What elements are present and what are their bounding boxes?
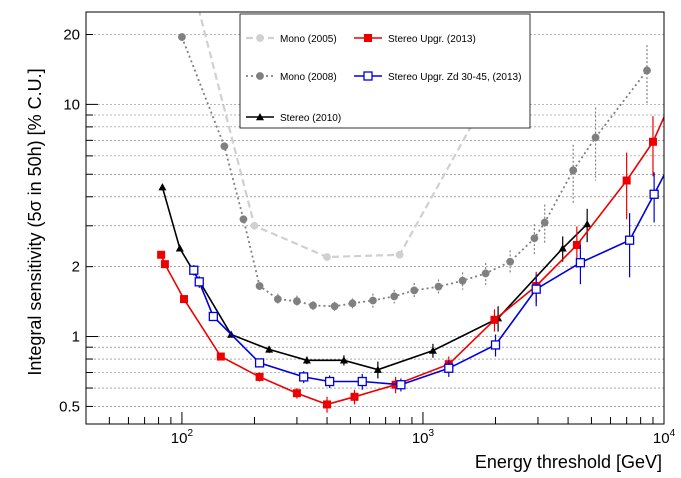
legend-marker	[256, 34, 264, 42]
data-point	[583, 220, 592, 228]
data-point	[323, 400, 332, 409]
data-point	[648, 137, 657, 146]
legend-box	[239, 13, 531, 129]
data-point	[643, 66, 651, 75]
legend-label: Mono (2005)	[280, 34, 337, 45]
data-point	[179, 295, 188, 304]
x-tick-label: 103	[412, 428, 435, 447]
y-axis-title: Integral sensitivity (5σ in 50h) [% C.U.…	[25, 68, 45, 375]
series-3	[157, 91, 678, 413]
data-point	[175, 244, 184, 252]
data-point	[540, 218, 549, 227]
series-line	[160, 115, 664, 406]
data-point	[292, 389, 301, 398]
legend-entry-3: Stereo Upgr. (2013)	[354, 34, 476, 45]
data-point	[255, 282, 264, 290]
data-point	[216, 352, 225, 361]
data-point	[444, 363, 454, 373]
data-point	[239, 215, 248, 224]
y-tick-label: 20	[63, 26, 80, 43]
series-2	[158, 183, 592, 379]
data-point	[189, 265, 199, 275]
y-tick-label: 10	[63, 96, 80, 113]
tick-labels: 0.5 1 2 10 20 102 103 104	[59, 26, 675, 447]
data-point	[490, 315, 499, 324]
data-point	[309, 301, 317, 310]
data-point	[575, 258, 586, 268]
data-point	[434, 282, 443, 291]
data-point	[302, 356, 311, 364]
data-point	[157, 250, 166, 259]
data-point	[160, 260, 169, 269]
data-point	[330, 302, 339, 311]
data-point	[458, 276, 467, 285]
legend-label: Stereo (2010)	[280, 113, 341, 124]
data-point	[622, 176, 631, 185]
data-point	[348, 299, 357, 308]
axis-ticks	[85, 33, 665, 424]
data-point	[558, 244, 567, 252]
data-point	[220, 142, 229, 151]
data-point	[373, 365, 382, 373]
data-point	[299, 372, 309, 382]
data-point	[649, 189, 659, 199]
data-point	[530, 234, 539, 243]
data-point	[265, 345, 274, 353]
legend-entry-1: Mono (2008)	[246, 72, 337, 83]
data-point	[273, 295, 282, 303]
data-point	[572, 240, 581, 249]
legend-label: Mono (2008)	[280, 72, 337, 83]
data-point	[194, 277, 204, 287]
x-tick-label: 104	[653, 428, 676, 447]
plot-frame	[85, 11, 665, 425]
data-point	[506, 257, 515, 266]
data-point	[670, 152, 678, 160]
legend-marker	[363, 71, 373, 81]
data-point	[428, 346, 437, 354]
data-point	[390, 292, 399, 301]
data-point	[339, 356, 348, 364]
legend-marker	[364, 34, 372, 42]
legend-marker	[256, 113, 264, 121]
data-point	[569, 166, 578, 175]
y-tick-label: 2	[72, 259, 80, 276]
series-line	[161, 186, 588, 371]
data-point	[396, 380, 406, 390]
legend-marker	[256, 72, 264, 80]
data-point	[255, 372, 264, 381]
data-point	[254, 358, 265, 368]
legend-label: Stereo Upgr. Zd 30-45, (2013)	[388, 72, 521, 83]
data-point	[670, 91, 678, 99]
data-point	[208, 311, 218, 322]
legend-label: Stereo Upgr. (2013)	[388, 34, 476, 45]
series-1	[178, 33, 651, 311]
data-point	[350, 392, 359, 401]
data-point	[481, 269, 490, 278]
x-tick-label: 102	[171, 428, 194, 447]
series-4	[189, 152, 678, 392]
data-point	[591, 133, 600, 142]
data-point	[323, 253, 331, 261]
data-point	[357, 376, 367, 387]
y-tick-label: 0.5	[59, 398, 80, 415]
data-point	[395, 250, 404, 259]
y-tick-label: 1	[72, 329, 80, 346]
data-point	[324, 376, 335, 387]
data-point	[250, 221, 259, 230]
legend: Mono (2005) Stereo Upgr. (2013) Mono (2008…	[239, 13, 531, 129]
legend-entry-4: Stereo Upgr. Zd 30-45, (2013)	[354, 71, 521, 83]
data-point	[410, 286, 419, 295]
legend-entry-0: Mono (2005)	[246, 34, 337, 45]
data-point	[624, 235, 635, 245]
x-axis-title: Energy threshold [GeV]	[475, 452, 662, 472]
legend-entry-2: Stereo (2010)	[246, 113, 341, 124]
data-point	[178, 33, 186, 41]
data-point	[293, 297, 301, 306]
data-point	[369, 296, 377, 305]
data-point	[158, 183, 167, 191]
data-point	[490, 340, 501, 350]
data-point	[531, 284, 541, 294]
